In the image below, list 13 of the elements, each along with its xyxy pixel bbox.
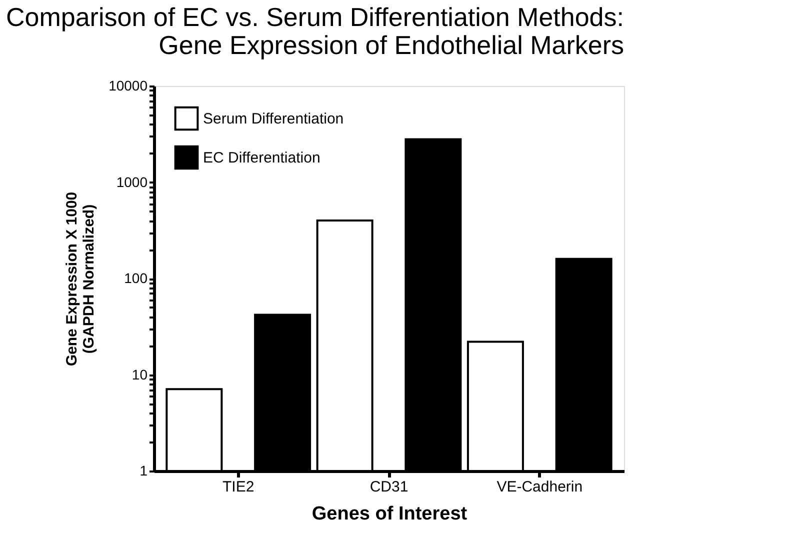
- y-tick-label: 100: [124, 270, 148, 286]
- y-tick-label: 10: [132, 366, 148, 382]
- y-axis-title: Gene Expression X 1000 (GAPDH Normalized): [64, 192, 98, 366]
- y-tick-label: 1: [140, 462, 148, 478]
- x-axis-title: Genes of Interest: [312, 504, 468, 524]
- x-tick-label: VE-Cadherin: [496, 478, 583, 496]
- y-tick-label: 1000: [116, 174, 148, 190]
- y-tick-label: 10000: [108, 78, 148, 94]
- chart-title: Comparison of EC vs. Serum Differentiation Methods: Gene Expression of Endothelial Markers: [6, 2, 624, 60]
- legend-label: Serum Differentiation: [203, 110, 344, 128]
- x-tick-label: CD31: [370, 478, 408, 496]
- legend-label: EC Differentiation: [203, 150, 320, 166]
- x-tick-label: TIE2: [222, 478, 254, 496]
